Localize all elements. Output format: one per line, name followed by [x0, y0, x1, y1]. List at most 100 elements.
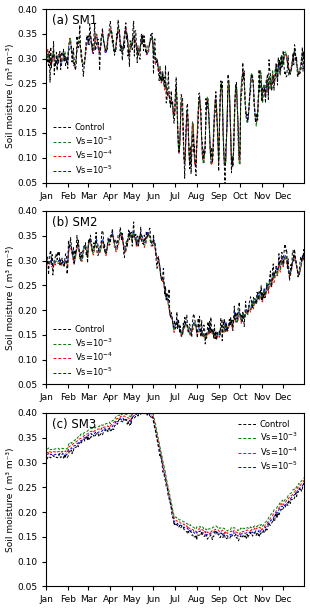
Vs=10$^{-5}$ [267, 518, 271, 526]
Vs=10$^{-5}$ [148, 235, 152, 242]
Vs=10$^{-4}$ [303, 53, 306, 60]
Legend: Control, Vs=10$^{-3}$, Vs=10$^{-4}$, Vs=10$^{-5}$: Control, Vs=10$^{-3}$, Vs=10$^{-4}$, Vs=… [51, 121, 116, 178]
Vs=10$^{-3}$ [116, 245, 119, 252]
Vs=10$^{-4}$ [303, 478, 306, 486]
Vs=10$^{-3}$ [149, 240, 153, 247]
Control [149, 240, 153, 248]
Vs=10$^{-4}$ [99, 426, 103, 433]
Control [237, 537, 240, 545]
Vs=10$^{-3}$ [116, 30, 119, 37]
Vs=10$^{-3}$ [99, 243, 103, 251]
Vs=10$^{-5}$ [149, 412, 153, 419]
Vs=10$^{-5}$ [226, 533, 230, 540]
Vs=10$^{-4}$ [45, 53, 48, 60]
Control [132, 218, 135, 226]
Control [292, 61, 296, 68]
Vs=10$^{-4}$ [149, 409, 153, 417]
Vs=10$^{-3}$ [225, 528, 229, 535]
Vs=10$^{-5}$ [123, 25, 127, 32]
Control [116, 16, 120, 23]
Vs=10$^{-5}$ [194, 162, 198, 169]
Legend: Control, Vs=10$^{-3}$, Vs=10$^{-4}$, Vs=10$^{-5}$: Control, Vs=10$^{-3}$, Vs=10$^{-4}$, Vs=… [51, 323, 116, 380]
Vs=10$^{-5}$ [303, 255, 306, 262]
Vs=10$^{-5}$ [127, 228, 131, 235]
Control [223, 185, 227, 192]
Control [135, 406, 139, 414]
Line: Vs=10$^{-3}$: Vs=10$^{-3}$ [46, 404, 304, 531]
Vs=10$^{-4}$ [148, 236, 152, 243]
Control [303, 482, 306, 489]
Vs=10$^{-3}$ [148, 236, 152, 243]
Vs=10$^{-5}$ [267, 282, 271, 289]
Text: (b) SM2: (b) SM2 [52, 216, 97, 229]
Control [148, 39, 152, 46]
Vs=10$^{-4}$ [116, 415, 119, 422]
Vs=10$^{-5}$ [116, 30, 119, 38]
Control [303, 262, 306, 269]
Vs=10$^{-4}$ [109, 25, 113, 32]
Line: Vs=10$^{-5}$: Vs=10$^{-5}$ [46, 29, 304, 165]
Line: Vs=10$^{-4}$: Vs=10$^{-4}$ [46, 234, 304, 338]
Vs=10$^{-5}$ [292, 52, 296, 59]
Vs=10$^{-4}$ [267, 85, 271, 92]
Vs=10$^{-4}$ [148, 38, 152, 45]
Vs=10$^{-4}$ [116, 26, 120, 33]
Control [45, 456, 48, 463]
Vs=10$^{-4}$ [142, 403, 145, 411]
Vs=10$^{-4}$ [292, 256, 296, 264]
Control [149, 415, 153, 422]
Control [148, 412, 152, 420]
Vs=10$^{-4}$ [99, 246, 103, 253]
Vs=10$^{-3}$ [99, 40, 103, 48]
Vs=10$^{-3}$ [303, 51, 306, 58]
Vs=10$^{-5}$ [116, 418, 119, 425]
Vs=10$^{-4}$ [214, 334, 218, 342]
Vs=10$^{-3}$ [99, 422, 103, 429]
Vs=10$^{-4}$ [303, 257, 306, 265]
Vs=10$^{-4}$ [110, 231, 113, 238]
Line: Control: Control [46, 20, 304, 188]
Line: Vs=10$^{-5}$: Vs=10$^{-5}$ [46, 410, 304, 537]
Vs=10$^{-3}$ [141, 401, 145, 408]
Control [292, 257, 296, 265]
Vs=10$^{-3}$ [267, 513, 271, 520]
Control [99, 240, 103, 247]
Vs=10$^{-3}$ [45, 53, 48, 60]
Line: Control: Control [46, 222, 304, 344]
Vs=10$^{-4}$ [149, 243, 153, 250]
Vs=10$^{-4}$ [148, 407, 152, 415]
Control [45, 40, 48, 48]
Vs=10$^{-3}$ [267, 282, 271, 289]
Vs=10$^{-4}$ [45, 449, 48, 456]
Vs=10$^{-5}$ [116, 242, 119, 249]
Vs=10$^{-4}$ [45, 262, 48, 269]
Vs=10$^{-5}$ [141, 406, 145, 414]
Line: Control: Control [46, 410, 304, 541]
Vs=10$^{-3}$ [267, 82, 271, 89]
Vs=10$^{-3}$ [148, 406, 152, 414]
Vs=10$^{-4}$ [116, 242, 120, 249]
Vs=10$^{-5}$ [99, 42, 103, 49]
Line: Vs=10$^{-3}$: Vs=10$^{-3}$ [46, 232, 304, 338]
Vs=10$^{-5}$ [303, 480, 306, 487]
Vs=10$^{-5}$ [148, 40, 152, 48]
Control [99, 32, 103, 40]
Control [116, 34, 119, 41]
Vs=10$^{-3}$ [292, 49, 296, 57]
Vs=10$^{-3}$ [149, 406, 153, 414]
Control [267, 519, 271, 526]
Vs=10$^{-3}$ [45, 445, 48, 453]
Vs=10$^{-3}$ [45, 260, 48, 268]
Text: (c) SM3: (c) SM3 [52, 418, 96, 431]
Control [99, 430, 103, 437]
Vs=10$^{-3}$ [203, 334, 206, 342]
Control [148, 224, 152, 232]
Vs=10$^{-4}$ [237, 531, 241, 538]
Vs=10$^{-4}$ [149, 34, 153, 41]
Vs=10$^{-3}$ [303, 256, 306, 264]
Control [149, 33, 153, 40]
Vs=10$^{-4}$ [267, 285, 271, 292]
Vs=10$^{-5}$ [215, 333, 219, 340]
Vs=10$^{-3}$ [117, 24, 121, 31]
Vs=10$^{-5}$ [303, 56, 306, 63]
